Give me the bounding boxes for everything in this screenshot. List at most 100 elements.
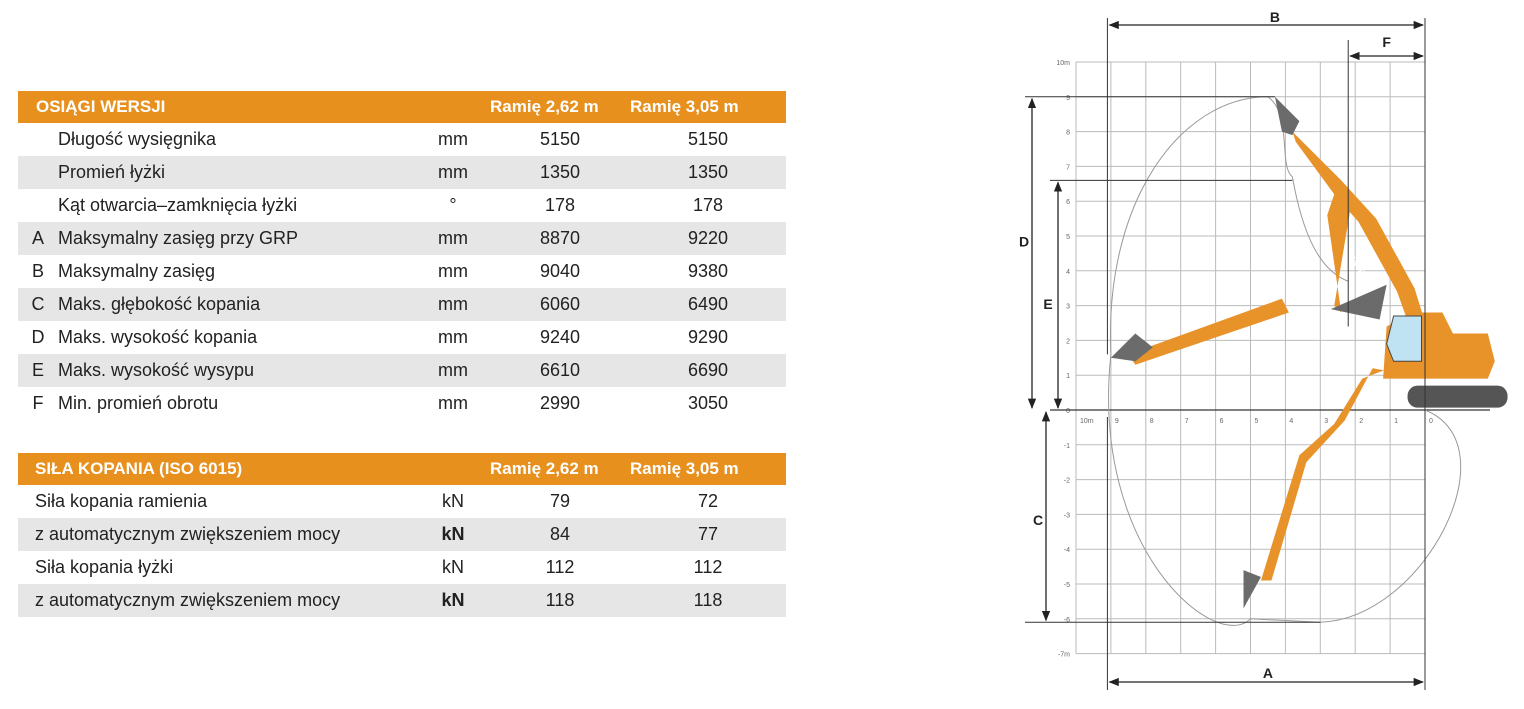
- cell-label: Maks. wysokość wysypu: [58, 360, 255, 380]
- cell-label: Maks. wysokość kopania: [58, 327, 258, 347]
- y-tick-label: 4: [1066, 269, 1070, 276]
- cell-label: z automatycznym zwiększeniem mocy: [35, 524, 341, 544]
- cell-v1: 79: [549, 491, 571, 511]
- cell-unit: mm: [438, 129, 468, 149]
- performance-table: OSIĄGI WERSJI Ramię 2,62 m Ramię 3,05 m …: [18, 91, 786, 420]
- dimension-label-e: E: [1043, 296, 1052, 312]
- cell-unit: kN: [442, 557, 464, 577]
- table-row: Siła kopania łyżki kN 112 112: [18, 551, 786, 584]
- y-tick-label: -4: [1064, 547, 1070, 554]
- performance-title: OSIĄGI WERSJI: [36, 97, 166, 116]
- table-row: C Maks. głębokość kopania mm 6060 6490: [18, 288, 786, 321]
- cell-unit: mm: [438, 327, 468, 347]
- brand-logo: CASE: [1347, 253, 1368, 277]
- cell-unit: mm: [438, 162, 468, 182]
- table-row: Promień łyżki mm 1350 1350: [18, 156, 786, 189]
- working-range-diagram: 10m 9 8 7 6 5 4 3 2 1 0 -1 -2 -3 -4 -5 -6 -7m 10m 9 8 7 6 5 4 3 2 1…: [1019, 9, 1508, 690]
- cell-v2: 1350: [687, 162, 729, 182]
- cell-label: Maks. głębokość kopania: [58, 294, 261, 314]
- cell-v2: 72: [697, 491, 719, 511]
- dimension-label-f: F: [1382, 34, 1391, 50]
- dimension-label-b: B: [1270, 9, 1280, 25]
- table-row: z automatycznym zwiększeniem mocy kN 118 11…: [18, 584, 786, 617]
- x-tick-label: 3: [1324, 418, 1328, 425]
- cell-unit: mm: [438, 360, 468, 380]
- cell-v1: 9240: [539, 327, 581, 347]
- cell-unit: mm: [438, 228, 468, 248]
- y-tick-label: -6: [1064, 617, 1070, 624]
- digging-force-header: SIŁA KOPANIA (ISO 6015) Ramię 2,62 m Ram…: [18, 453, 786, 485]
- cell-v2: 6690: [687, 360, 729, 380]
- table-row: E Maks. wysokość wysypu mm 6610 6690: [18, 354, 786, 387]
- x-tick-label: 9: [1115, 418, 1119, 425]
- cell-v1: 9040: [539, 261, 581, 281]
- cell-v2: 5150: [687, 129, 729, 149]
- y-tick-label: 9: [1066, 95, 1070, 102]
- y-tick-label: 2: [1066, 338, 1070, 345]
- digging-force-table: SIŁA KOPANIA (ISO 6015) Ramię 2,62 m Ram…: [18, 453, 786, 617]
- cell-letter: F: [32, 393, 44, 413]
- cell-label: Maksymalny zasięg przy GRP: [58, 228, 299, 248]
- y-tick-label: -7m: [1058, 652, 1070, 659]
- x-tick-label: 8: [1150, 418, 1154, 425]
- bucket: [1243, 570, 1261, 609]
- cell-v2: 112: [693, 557, 723, 577]
- cell-v1: 1350: [539, 162, 581, 182]
- y-tick-label: -1: [1064, 443, 1070, 450]
- column-header-arm-305: Ramię 3,05 m: [630, 97, 739, 116]
- table-row: Kąt otwarcia–zamknięcia łyżki ° 178 178: [18, 189, 786, 222]
- cell-unit: kN: [441, 590, 465, 610]
- cell-v1: 112: [545, 557, 575, 577]
- cell-unit: mm: [438, 261, 468, 281]
- y-tick-label: -3: [1064, 512, 1070, 519]
- x-tick-label: 6: [1220, 418, 1224, 425]
- x-tick-label: 0: [1429, 418, 1433, 425]
- dimension-label-d: D: [1019, 233, 1029, 249]
- table-row: F Min. promień obrotu mm 2990 3050: [18, 387, 786, 420]
- tracks: [1407, 385, 1508, 408]
- x-tick-label: 4: [1289, 418, 1293, 425]
- bucket: [1330, 284, 1387, 320]
- boom-lowered: [1260, 361, 1412, 581]
- y-tick-label: 5: [1066, 234, 1070, 241]
- column-header-arm-305: Ramię 3,05 m: [630, 459, 739, 478]
- cell-letter: E: [31, 360, 44, 380]
- cell-v1: 118: [545, 590, 575, 610]
- cell-v2: 9220: [687, 228, 729, 248]
- cell-label: Siła kopania łyżki: [35, 557, 174, 577]
- cell-unit: kN: [442, 491, 464, 511]
- digging-force-title: SIŁA KOPANIA (ISO 6015): [35, 459, 243, 478]
- column-header-arm-262: Ramię 2,62 m: [490, 97, 599, 116]
- table-row: z automatycznym zwiększeniem mocy kN 84 77: [18, 518, 786, 551]
- cell-letter: B: [31, 261, 44, 281]
- table-row: B Maksymalny zasięg mm 9040 9380: [18, 255, 786, 288]
- table-row: A Maksymalny zasięg przy GRP mm 8870 9220: [18, 222, 786, 255]
- x-tick-label: 5: [1255, 418, 1259, 425]
- cell-label: Min. promień obrotu: [58, 393, 219, 413]
- y-tick-label: -2: [1064, 478, 1070, 485]
- bucket: [1274, 96, 1300, 136]
- dimension-label-a: A: [1263, 665, 1273, 681]
- cell-v2: 3050: [687, 393, 729, 413]
- reach-envelope: [1108, 96, 1462, 626]
- cell-label: Kąt otwarcia–zamknięcia łyżki: [58, 195, 298, 215]
- cell-v2: 77: [697, 524, 719, 544]
- arm-extended: [1128, 298, 1289, 365]
- table-row: Długość wysięgnika mm 5150 5150: [18, 123, 786, 156]
- x-tick-label: 10m: [1080, 418, 1094, 425]
- cell-v1: 8870: [539, 228, 581, 248]
- cell-v2: 178: [692, 195, 724, 215]
- y-tick-label: -5: [1064, 582, 1070, 589]
- cell-unit: mm: [438, 393, 468, 413]
- arm: [1327, 183, 1352, 313]
- y-tick-label: 3: [1066, 304, 1070, 311]
- y-tick-label: 6: [1066, 199, 1070, 206]
- table-row: D Maks. wysokość kopania mm 9240 9290: [18, 321, 786, 354]
- y-tick-label: 1: [1066, 373, 1070, 380]
- y-tick-label: 7: [1066, 164, 1070, 171]
- bucket: [1110, 333, 1153, 362]
- y-tick-label: 8: [1066, 130, 1070, 137]
- cell-label: z automatycznym zwiększeniem mocy: [35, 590, 341, 610]
- cab: [1386, 315, 1423, 362]
- cell-v1: 84: [549, 524, 571, 544]
